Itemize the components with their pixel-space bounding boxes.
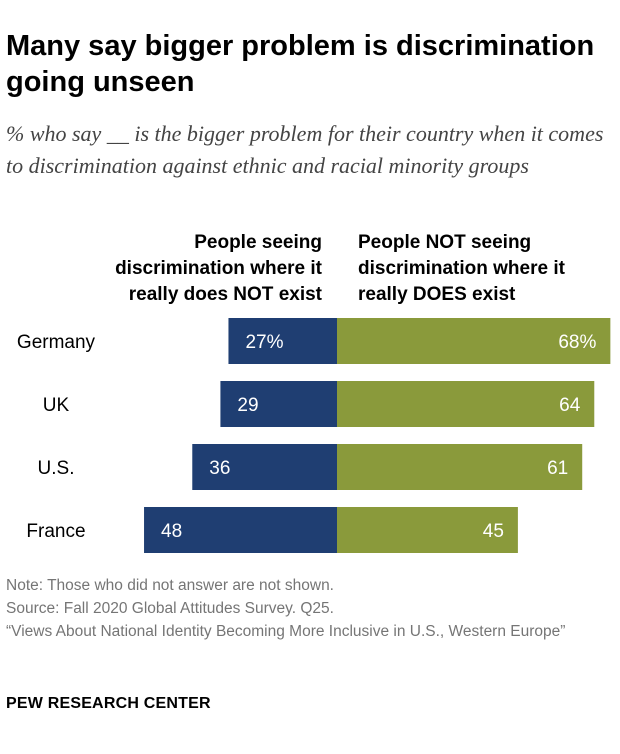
right-bar xyxy=(337,381,595,427)
brand-name: PEW RESEARCH CENTER xyxy=(6,695,211,712)
right-bar xyxy=(337,507,518,553)
right-value-label: 61 xyxy=(547,458,568,479)
category-label: France xyxy=(26,521,85,542)
left-bar xyxy=(228,318,337,364)
left-bar xyxy=(220,381,337,427)
chart-title: Many say bigger problem is discriminatio… xyxy=(6,30,595,98)
right-column-header: People NOT seeing discrimination where i… xyxy=(358,232,565,305)
left-value-label: 29 xyxy=(237,395,258,416)
chart-notes: Note: Those who did not answer are not s… xyxy=(6,574,612,643)
left-value-label: 36 xyxy=(209,458,230,479)
left-column-header: People seeing discrimination where it re… xyxy=(115,232,322,305)
right-value-label: 45 xyxy=(483,521,504,542)
report-text: “Views About National Identity Becoming … xyxy=(6,623,566,640)
right-value-label: 64 xyxy=(559,395,581,416)
left-value-label: 27% xyxy=(245,332,283,353)
left-bar xyxy=(192,444,337,490)
left-value-label: 48 xyxy=(161,521,182,542)
right-bar xyxy=(337,318,611,364)
right-value-label: 68% xyxy=(558,332,596,353)
source-text: Source: Fall 2020 Global Attitudes Surve… xyxy=(6,600,334,617)
category-label: UK xyxy=(43,395,70,416)
category-label: Germany xyxy=(17,332,96,353)
right-bar xyxy=(337,444,583,490)
note-text: Note: Those who did not answer are not s… xyxy=(6,577,334,594)
category-label: U.S. xyxy=(38,458,75,479)
chart-subtitle: % who say __ is the bigger problem for t… xyxy=(6,121,604,178)
left-bar xyxy=(144,507,337,553)
diverging-bar-chart: Germany 27% 68% UK 29 64 U.S. 36 61 France 48 45 xyxy=(17,318,611,553)
